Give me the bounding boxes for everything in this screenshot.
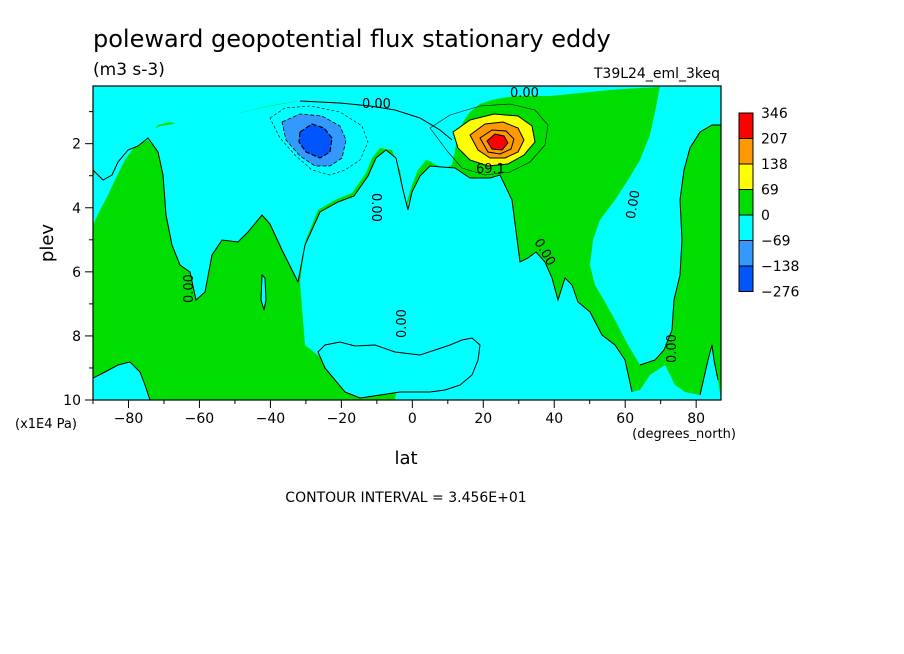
legend-level-label: −69 [761,234,791,250]
contour-label: 0.00 [624,189,644,220]
contour-label: 0.00 [665,334,680,363]
y-axis-units: (x1E4 Pa) [15,417,77,432]
dataset-label: T39L24_eml_3keq [593,66,720,82]
chart-units: (m3 s-3) [93,60,165,80]
cyan-region-middle [300,150,409,380]
y-axis-label: plev [37,224,58,263]
legend-swatch [738,138,754,165]
positive-lobe-core [486,133,509,151]
cyan-region-lower-left [93,362,150,400]
contour-label: 0.00 [368,193,383,222]
positive-lobe-outer [429,103,549,176]
y-tick-label: 8 [72,329,81,345]
legend-swatch [738,189,754,216]
cyan-sliver [261,275,266,310]
x-tick-label: −80 [114,411,144,427]
legend-level-label: −138 [761,259,799,275]
x-tick-label: −20 [327,411,357,427]
contour-interval: CONTOUR INTERVAL = 3.456E+01 [285,490,526,506]
cyan-region-right [590,86,721,365]
legend-level-label: 346 [761,106,788,122]
cyan-region-lower-mid [318,338,480,398]
plot-frame [92,85,722,401]
y-tick-label: 10 [63,393,81,409]
negative-lobe-core [298,123,333,159]
chart-title: poleward geopotential flux stationary ed… [93,25,611,53]
negative-lobe-outer [269,105,369,176]
cyan-region-upper-left [93,101,455,300]
contour-label: 0.00 [395,309,410,338]
cyan-region-top [93,86,680,180]
x-tick-label: 40 [545,411,563,427]
contour-label: 0.00 [182,274,197,303]
legend-swatch [738,265,754,292]
x-tick-label: 60 [616,411,634,427]
legend-level-label: 69 [761,183,779,199]
colorbar-legend: 346 207 138 69 0 −69 −138 −276 [738,106,800,301]
x-tick-label: 0 [408,411,417,427]
axes: −80 −60 −40 −20 0 20 40 60 80 2 4 6 8 10 [63,111,705,427]
x-tick-label: 80 [687,411,705,427]
y-tick-label: 2 [72,137,81,153]
legend-swatch [738,214,754,241]
x-axis-label: lat [394,448,417,469]
legend-swatch [738,240,754,267]
x-tick-label: −60 [185,411,215,427]
contour-label: 0.00 [510,86,539,101]
contour-label: 69.1 [476,162,505,177]
legend-swatch [738,112,754,139]
contour-field [93,86,721,400]
legend-level-label: −276 [761,285,800,301]
legend-swatch [738,163,754,190]
x-tick-label: −40 [256,411,286,427]
legend-level-label: 0 [761,208,770,224]
y-tick-label: 6 [72,265,81,281]
x-tick-label: 20 [474,411,492,427]
legend-level-label: 138 [761,157,788,173]
legend-level-label: 207 [761,132,788,148]
x-axis-units: (degrees_north) [632,427,736,442]
zero-contours [93,100,721,400]
contour-label: 0.00 [362,97,391,112]
y-tick-label: 4 [72,201,81,217]
